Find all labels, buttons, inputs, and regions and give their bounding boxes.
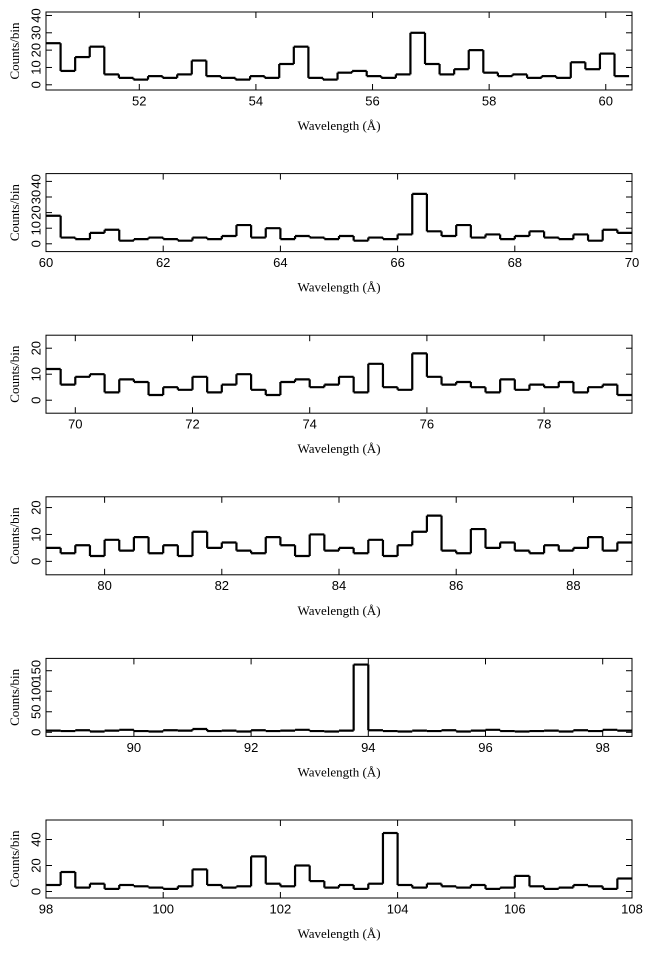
- frame: [45, 657, 633, 737]
- y-tick-label: 20: [28, 43, 43, 57]
- x-tick-label: 76: [420, 417, 434, 432]
- x-tick-label: 106: [504, 901, 526, 916]
- y-tick-label: 20: [28, 500, 43, 514]
- y-tick-label: 0: [28, 397, 43, 404]
- x-tick-label: 78: [537, 417, 551, 432]
- x-axis-label: Wavelength (Å): [297, 764, 380, 779]
- y-tick-label: 100: [28, 680, 43, 702]
- plot-area: [46, 31, 630, 81]
- x-tick-label: 98: [39, 901, 53, 916]
- x-tick-label: 88: [566, 578, 580, 593]
- x-tick-label: 96: [478, 740, 492, 755]
- y-tick-label: 10: [28, 367, 43, 381]
- x-tick-label: 56: [365, 93, 379, 108]
- x-tick-label: 54: [249, 93, 263, 108]
- y-axis-label: Counts/bin: [7, 345, 22, 403]
- y-tick-label: 20: [28, 858, 43, 872]
- x-tick-label: 80: [97, 578, 111, 593]
- x-tick-label: 74: [302, 417, 316, 432]
- x-tick-label: 82: [215, 578, 229, 593]
- y-axis-label: Counts/bin: [7, 668, 22, 726]
- frame: [45, 11, 633, 91]
- y-tick-label: 30: [28, 26, 43, 40]
- x-tick-label: 92: [244, 740, 258, 755]
- x-tick-label: 68: [508, 255, 522, 270]
- y-tick-label: 0: [28, 888, 43, 895]
- plot-area: [46, 352, 632, 397]
- x-tick-label: 52: [132, 93, 146, 108]
- y-tick-label: 10: [28, 221, 43, 235]
- plot-area: [46, 514, 632, 558]
- x-axis-label: Wavelength (Å): [297, 926, 380, 941]
- x-axis-label: Wavelength (Å): [297, 280, 380, 295]
- plot-area: [46, 663, 632, 733]
- y-axis-label: Counts/bin: [7, 507, 22, 565]
- y-tick-label: 30: [28, 190, 43, 204]
- y-tick-label: 10: [28, 527, 43, 541]
- x-tick-label: 90: [127, 740, 141, 755]
- y-tick-label: 0: [28, 558, 43, 565]
- y-axis-label: Counts/bin: [7, 184, 22, 242]
- frame: [45, 819, 633, 899]
- frame: [45, 496, 633, 576]
- x-tick-label: 100: [152, 901, 174, 916]
- y-tick-label: 20: [28, 205, 43, 219]
- y-axis-label: Counts/bin: [7, 830, 22, 888]
- x-tick-label: 86: [449, 578, 463, 593]
- x-tick-label: 84: [332, 578, 346, 593]
- frame: [45, 334, 633, 414]
- y-axis-label: Counts/bin: [7, 22, 22, 80]
- x-tick-label: 64: [273, 255, 287, 270]
- x-tick-label: 62: [156, 255, 170, 270]
- x-tick-label: 66: [390, 255, 404, 270]
- x-axis-label: Wavelength (Å): [297, 603, 380, 618]
- y-tick-label: 0: [28, 81, 43, 88]
- x-tick-label: 94: [361, 740, 375, 755]
- x-tick-label: 58: [482, 93, 496, 108]
- x-tick-label: 104: [387, 901, 409, 916]
- x-axis-label: Wavelength (Å): [297, 118, 380, 133]
- y-tick-label: 40: [28, 8, 43, 22]
- x-tick-label: 98: [595, 740, 609, 755]
- y-tick-label: 10: [28, 60, 43, 74]
- x-tick-label: 70: [68, 417, 82, 432]
- y-tick-label: 20: [28, 341, 43, 355]
- y-tick-label: 40: [28, 832, 43, 846]
- y-tick-label: 50: [28, 705, 43, 719]
- y-tick-label: 0: [28, 729, 43, 736]
- x-tick-label: 102: [270, 901, 292, 916]
- x-tick-label: 108: [621, 901, 643, 916]
- y-tick-label: 40: [28, 174, 43, 188]
- y-tick-label: 0: [28, 240, 43, 247]
- x-tick-label: 72: [185, 417, 199, 432]
- y-tick-label: 150: [28, 660, 43, 682]
- x-tick-label: 60: [39, 255, 53, 270]
- x-tick-label: 60: [599, 93, 613, 108]
- plot-area: [46, 831, 632, 891]
- plot-area: [46, 192, 632, 242]
- x-axis-label: Wavelength (Å): [297, 441, 380, 456]
- x-tick-label: 70: [625, 255, 639, 270]
